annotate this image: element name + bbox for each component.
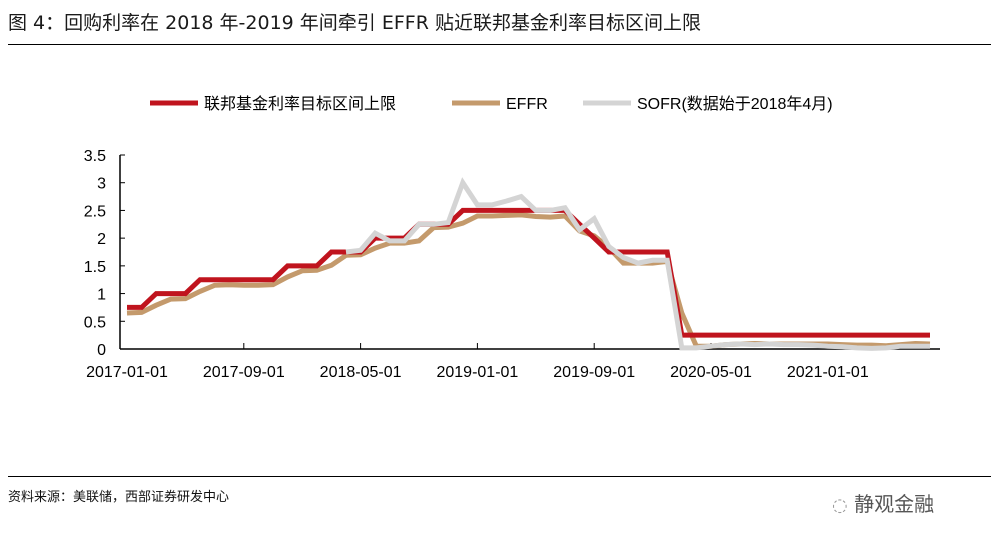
watermark: ◌ 静观金融 (832, 488, 934, 517)
y-tick-label: 2 (97, 231, 106, 248)
axes: 0 0.5 1 1.5 2 2.5 3 3.5 2017-01-01 2017-09-01 2018… (84, 148, 940, 381)
figure-title: 图 4：回购利率在 2018 年-2019 年间牵引 EFFR 贴近联邦基金利率… (8, 12, 701, 34)
legend: 联邦基金利率目标区间上限 EFFR SOFR(数据始于2018年4月) (150, 95, 833, 113)
wechat-icon: ◌ (832, 495, 848, 516)
y-tick-label: 1.5 (84, 259, 106, 276)
x-tick-label: 2017-01-01 (86, 364, 168, 381)
y-tick-label: 0 (97, 342, 106, 359)
watermark-text: 静观金融 (854, 492, 935, 516)
x-tick-label: 2021-01-01 (787, 364, 869, 381)
series-lines (126, 177, 931, 351)
y-tick-label: 3 (97, 176, 106, 193)
y-tick-label: 2.5 (84, 203, 106, 220)
x-tick-label: 2019-09-01 (553, 364, 635, 381)
y-tick-label: 1 (97, 287, 106, 304)
series-line-2 (345, 177, 930, 351)
y-tick-label: 3.5 (84, 148, 106, 165)
legend-label: 联邦基金利率目标区间上限 (204, 95, 396, 113)
source-note: 资料来源：美联储，西部证券研发中心 (8, 490, 230, 505)
x-tick-label: 2017-09-01 (203, 364, 285, 381)
legend-label: EFFR (506, 96, 548, 113)
x-tick-label: 2020-05-01 (670, 364, 752, 381)
y-tick-label: 0.5 (84, 314, 106, 331)
top-rule (8, 44, 991, 45)
x-tick-label: 2019-01-01 (436, 364, 518, 381)
x-tick-label: 2018-05-01 (320, 364, 402, 381)
bottom-rule (8, 476, 991, 477)
series-line-0 (127, 207, 930, 338)
legend-label: SOFR(数据始于2018年4月) (637, 95, 833, 113)
